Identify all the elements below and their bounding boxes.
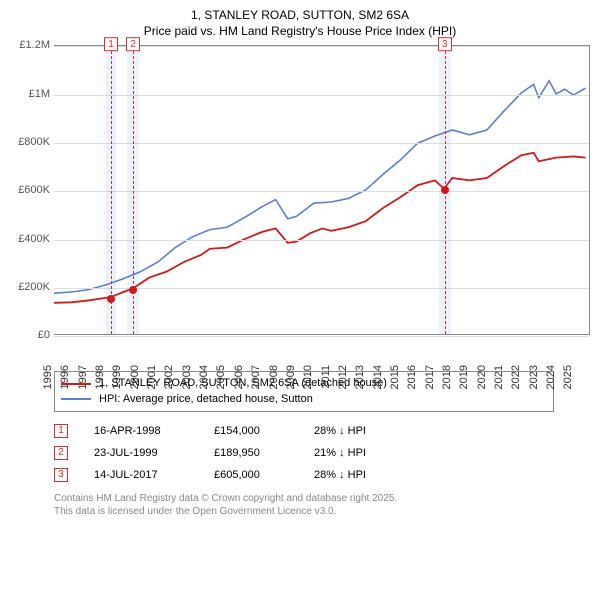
hpi-diff: 28% ↓ HPI: [314, 469, 434, 481]
x-tick-label: 2009: [285, 365, 297, 389]
x-tick-label: 2007: [250, 365, 262, 389]
sale-price: £605,000: [214, 469, 314, 481]
price-dot: [441, 186, 449, 194]
y-tick-label: £800K: [10, 136, 50, 148]
sale-price: £154,000: [214, 425, 314, 437]
price-dot: [107, 295, 115, 303]
x-tick-label: 2025: [562, 365, 574, 389]
title-line2: Price paid vs. HM Land Registry's House …: [10, 24, 590, 40]
x-tick-label: 2024: [545, 365, 557, 389]
sale-marker-badge: 2: [126, 37, 140, 51]
table-row: 3 14-JUL-2017£605,00028% ↓ HPI: [54, 464, 590, 486]
sale-marker-badge: 1: [104, 37, 118, 51]
sale-marker-badge: 3: [438, 37, 452, 51]
x-tick-label: 2000: [129, 365, 141, 389]
sale-date: 16-APR-1998: [94, 425, 214, 437]
footer-line1: Contains HM Land Registry data © Crown c…: [54, 492, 590, 505]
x-tick-label: 1995: [42, 365, 54, 389]
sale-price: £189,950: [214, 447, 314, 459]
price-table: 116-APR-1998£154,00028% ↓ HPI223-JUL-199…: [54, 420, 590, 486]
x-tick-label: 2017: [424, 365, 436, 389]
table-row: 1 16-APR-1998£154,00028% ↓ HPI: [54, 420, 590, 442]
hpi-diff: 28% ↓ HPI: [314, 425, 434, 437]
x-tick-label: 2002: [163, 365, 175, 389]
y-tick-label: £1M: [10, 88, 50, 100]
x-tick-label: 2012: [337, 365, 349, 389]
chart: £0£200K£400K£600K£800K£1M£1.2M 123 19951…: [10, 45, 590, 365]
legend-swatch: [61, 398, 91, 400]
sale-date: 14-JUL-2017: [94, 469, 214, 481]
x-tick-label: 2005: [215, 365, 227, 389]
y-tick-label: £400K: [10, 233, 50, 245]
x-axis: 1995199619971998199920002001200220032004…: [54, 335, 590, 365]
x-tick-label: 2015: [389, 365, 401, 389]
price-dot: [129, 286, 137, 294]
row-marker: 1: [54, 424, 68, 438]
hpi-diff: 21% ↓ HPI: [314, 447, 434, 459]
y-tick-label: £1.2M: [10, 39, 50, 51]
x-tick-label: 2010: [302, 365, 314, 389]
x-tick-label: 2003: [181, 365, 193, 389]
title-line1: 1, STANLEY ROAD, SUTTON, SM2 6SA: [10, 8, 590, 24]
row-marker: 2: [54, 446, 68, 460]
x-tick-label: 2016: [406, 365, 418, 389]
plot-area: 123: [54, 45, 590, 335]
legend-label: HPI: Average price, detached house, Sutt…: [99, 392, 313, 407]
table-row: 2 23-JUL-1999£189,95021% ↓ HPI: [54, 442, 590, 464]
x-tick-label: 2014: [372, 365, 384, 389]
row-marker: 3: [54, 468, 68, 482]
footer-line2: This data is licensed under the Open Gov…: [54, 505, 590, 518]
x-tick-label: 2006: [233, 365, 245, 389]
x-tick-label: 2008: [268, 365, 280, 389]
sale-date: 23-JUL-1999: [94, 447, 214, 459]
sale-marker-line: [111, 46, 112, 334]
x-tick-label: 2013: [354, 365, 366, 389]
x-tick-label: 2023: [528, 365, 540, 389]
y-tick-label: £600K: [10, 184, 50, 196]
x-tick-label: 2021: [493, 365, 505, 389]
x-tick-label: 1996: [59, 365, 71, 389]
x-tick-label: 2018: [441, 365, 453, 389]
chart-title: 1, STANLEY ROAD, SUTTON, SM2 6SA Price p…: [10, 8, 590, 39]
x-tick-label: 1999: [111, 365, 123, 389]
x-tick-label: 1998: [94, 365, 106, 389]
y-tick-label: £200K: [10, 281, 50, 293]
legend-item: HPI: Average price, detached house, Sutt…: [61, 392, 547, 407]
x-tick-label: 2022: [510, 365, 522, 389]
x-tick-label: 2020: [476, 365, 488, 389]
x-tick-label: 2011: [320, 365, 332, 389]
y-tick-label: £0: [10, 329, 50, 341]
x-tick-label: 2019: [458, 365, 470, 389]
x-tick-label: 2001: [146, 365, 158, 389]
footer-attribution: Contains HM Land Registry data © Crown c…: [54, 492, 590, 518]
x-tick-label: 2004: [198, 365, 210, 389]
x-tick-label: 1997: [77, 365, 89, 389]
